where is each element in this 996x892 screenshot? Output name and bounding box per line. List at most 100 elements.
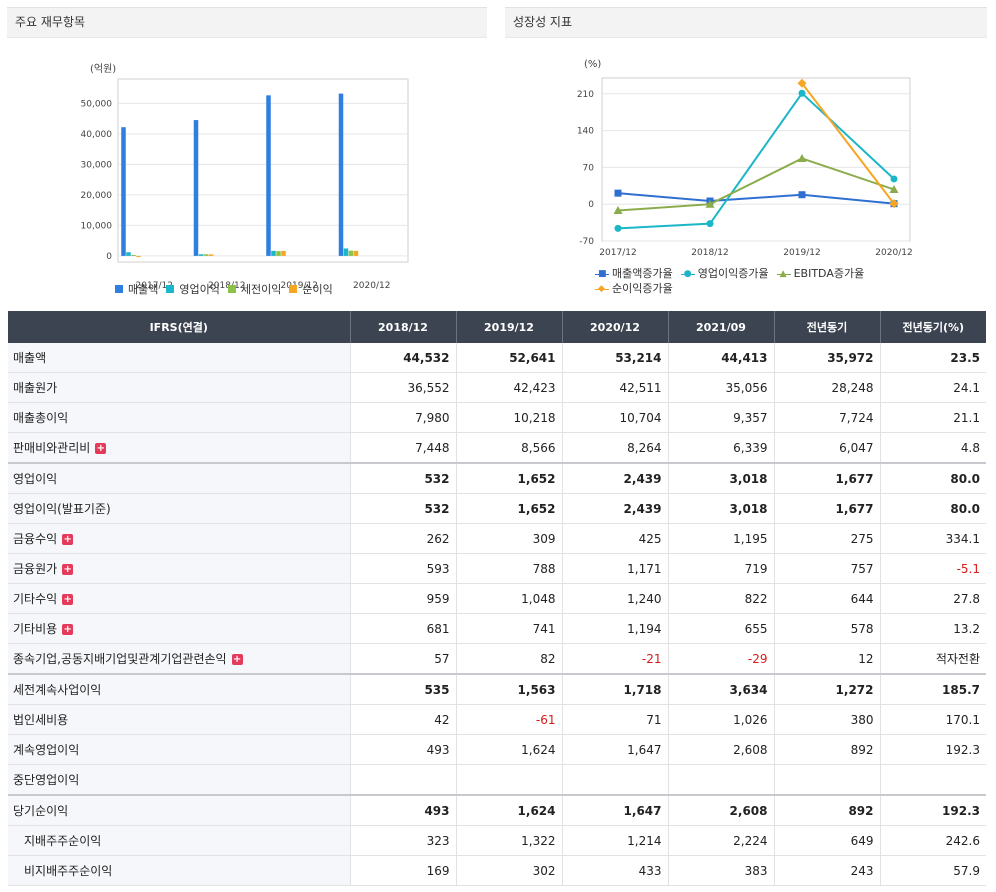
value-cell: -61 <box>456 704 563 735</box>
value-cell: 42 <box>350 704 457 735</box>
value-cell: 35,056 <box>668 372 775 403</box>
row-label-cell: 영업이익(발표기준) <box>8 493 351 524</box>
expand-plus-icon[interactable]: + <box>95 443 107 454</box>
value-cell: 1,322 <box>456 825 563 856</box>
value-cell: 7,724 <box>774 402 881 433</box>
value-cell: 52,641 <box>456 343 563 373</box>
value-cell: 28,248 <box>774 372 881 403</box>
expand-plus-icon[interactable]: + <box>231 654 243 665</box>
value-cell: 9,357 <box>668 402 775 433</box>
series-line-순이익증가율 <box>801 82 895 205</box>
row-label-cell: 중단영업이익 <box>8 764 351 796</box>
legend-item[interactable]: ◆ 순이익증가율 <box>595 282 673 296</box>
value-cell: -21 <box>562 643 669 675</box>
value-cell: 42,511 <box>562 372 669 403</box>
x-tick-label: 2020/12 <box>353 281 390 291</box>
y-tick-label: 0 <box>588 200 594 210</box>
legend-item[interactable]: ■ 매출액증가율 <box>595 267 673 281</box>
value-cell <box>774 764 881 796</box>
expand-plus-icon[interactable]: + <box>62 564 74 575</box>
point-영업이익증가율 <box>798 89 806 97</box>
value-cell: 80.0 <box>880 493 986 524</box>
value-cell: 57 <box>350 643 457 675</box>
table-row: 계속영업이익 493 1,624 1,647 2,608 892 192.3 <box>8 734 986 765</box>
legend-item[interactable]: 순이익 <box>289 281 333 297</box>
expand-plus-icon[interactable]: + <box>62 534 74 545</box>
value-cell: 741 <box>456 613 563 644</box>
table-row: 종속기업,공동지배기업및관계기업관련손익 +57 82 -21 -29 12 적자전환 <box>8 643 986 675</box>
bar-chart-legend: 매출액 영업이익 세전이익 순이익 <box>115 281 341 297</box>
legend-item[interactable]: 영업이익 <box>166 281 220 297</box>
y-tick-label: 140 <box>577 127 594 137</box>
value-cell: 8,566 <box>456 432 563 464</box>
y-axis-unit-label: (%) <box>584 59 601 70</box>
value-cell: 302 <box>456 855 563 886</box>
expand-plus-icon[interactable]: + <box>62 594 74 605</box>
legend-label: 영업이익증가율 <box>697 267 769 280</box>
row-label-cell: 기타비용 + <box>8 613 351 644</box>
value-cell: 593 <box>350 553 457 584</box>
expand-plus-icon[interactable]: + <box>62 624 74 635</box>
table-row: 금융수익 +262 309 425 1,195 275 334.1 <box>8 523 986 554</box>
value-cell: 2,608 <box>668 734 775 765</box>
value-cell: 7,980 <box>350 402 457 433</box>
value-cell: 1,240 <box>562 583 669 614</box>
value-cell: 10,704 <box>562 402 669 433</box>
bar-매출액 <box>338 93 344 256</box>
header-period: 전년동기 <box>774 311 881 343</box>
row-label: 매출총이익 <box>13 411 69 425</box>
value-cell: 44,413 <box>668 343 775 373</box>
value-cell: 1,048 <box>456 583 563 614</box>
row-label: 영업이익 <box>13 472 58 486</box>
value-cell: 적자전환 <box>880 643 986 675</box>
value-cell: 53,214 <box>562 343 669 373</box>
value-cell: 8,264 <box>562 432 669 464</box>
value-cell: 334.1 <box>880 523 986 554</box>
row-label: 매출원가 <box>13 381 58 395</box>
legend-item[interactable]: 매출액 <box>115 281 158 297</box>
row-label: 중단영업이익 <box>13 773 80 787</box>
value-cell: 383 <box>668 855 775 886</box>
row-label: 계속영업이익 <box>13 743 80 757</box>
table-row: 지배주주순이익 323 1,322 1,214 2,224 649 242.6 <box>8 825 986 856</box>
table-row: 영업이익 532 1,652 2,439 3,018 1,677 80.0 <box>8 462 986 494</box>
table-row: 세전계속사업이익 535 1,563 1,718 3,634 1,272 185.7 <box>8 673 986 705</box>
value-cell: 169 <box>350 855 457 886</box>
point-영업이익증가율 <box>614 224 622 232</box>
value-cell: 425 <box>562 523 669 554</box>
value-cell: 1,214 <box>562 825 669 856</box>
bar-매출액 <box>121 127 126 256</box>
value-cell: 12 <box>774 643 881 675</box>
row-label: 지배주주순이익 <box>24 834 102 848</box>
value-cell: 323 <box>350 825 457 856</box>
value-cell: 655 <box>668 613 775 644</box>
value-cell: 433 <box>562 855 669 886</box>
bar-세전이익 <box>203 254 209 256</box>
x-tick-label: 2018/12 <box>208 281 245 291</box>
value-cell: -5.1 <box>880 553 986 584</box>
table-row: 법인세비용 42 -61 71 1,026 380 170.1 <box>8 704 986 735</box>
header-period: 2019/12 <box>456 311 563 343</box>
value-cell: 27.8 <box>880 583 986 614</box>
y-tick-label: 10,000 <box>81 221 113 231</box>
legend-swatch <box>289 285 298 293</box>
legend-item[interactable]: ● 영업이익증가율 <box>680 267 769 281</box>
row-label-cell: 영업이익 <box>8 462 351 494</box>
value-cell: 170.1 <box>880 704 986 735</box>
row-label-cell: 비지배주주순이익 <box>8 855 351 886</box>
value-cell: 42,423 <box>456 372 563 403</box>
value-cell: 822 <box>668 583 775 614</box>
value-cell: 892 <box>774 734 881 765</box>
bar-순이익 <box>281 250 286 256</box>
value-cell: 1,677 <box>774 493 881 524</box>
row-label: 판매비와관리비 <box>13 441 91 455</box>
legend-item[interactable]: ▲ EBITDA증가율 <box>776 267 864 281</box>
legend-item[interactable]: 세전이익 <box>227 281 281 297</box>
value-cell: 578 <box>774 613 881 644</box>
x-tick-label: 2018/12 <box>691 248 728 258</box>
point-영업이익증가율 <box>706 220 714 228</box>
value-cell: 57.9 <box>880 855 986 886</box>
value-cell: 1,624 <box>456 734 563 765</box>
value-cell: 13.2 <box>880 613 986 644</box>
panel-title: 성장성 지표 <box>505 7 987 38</box>
